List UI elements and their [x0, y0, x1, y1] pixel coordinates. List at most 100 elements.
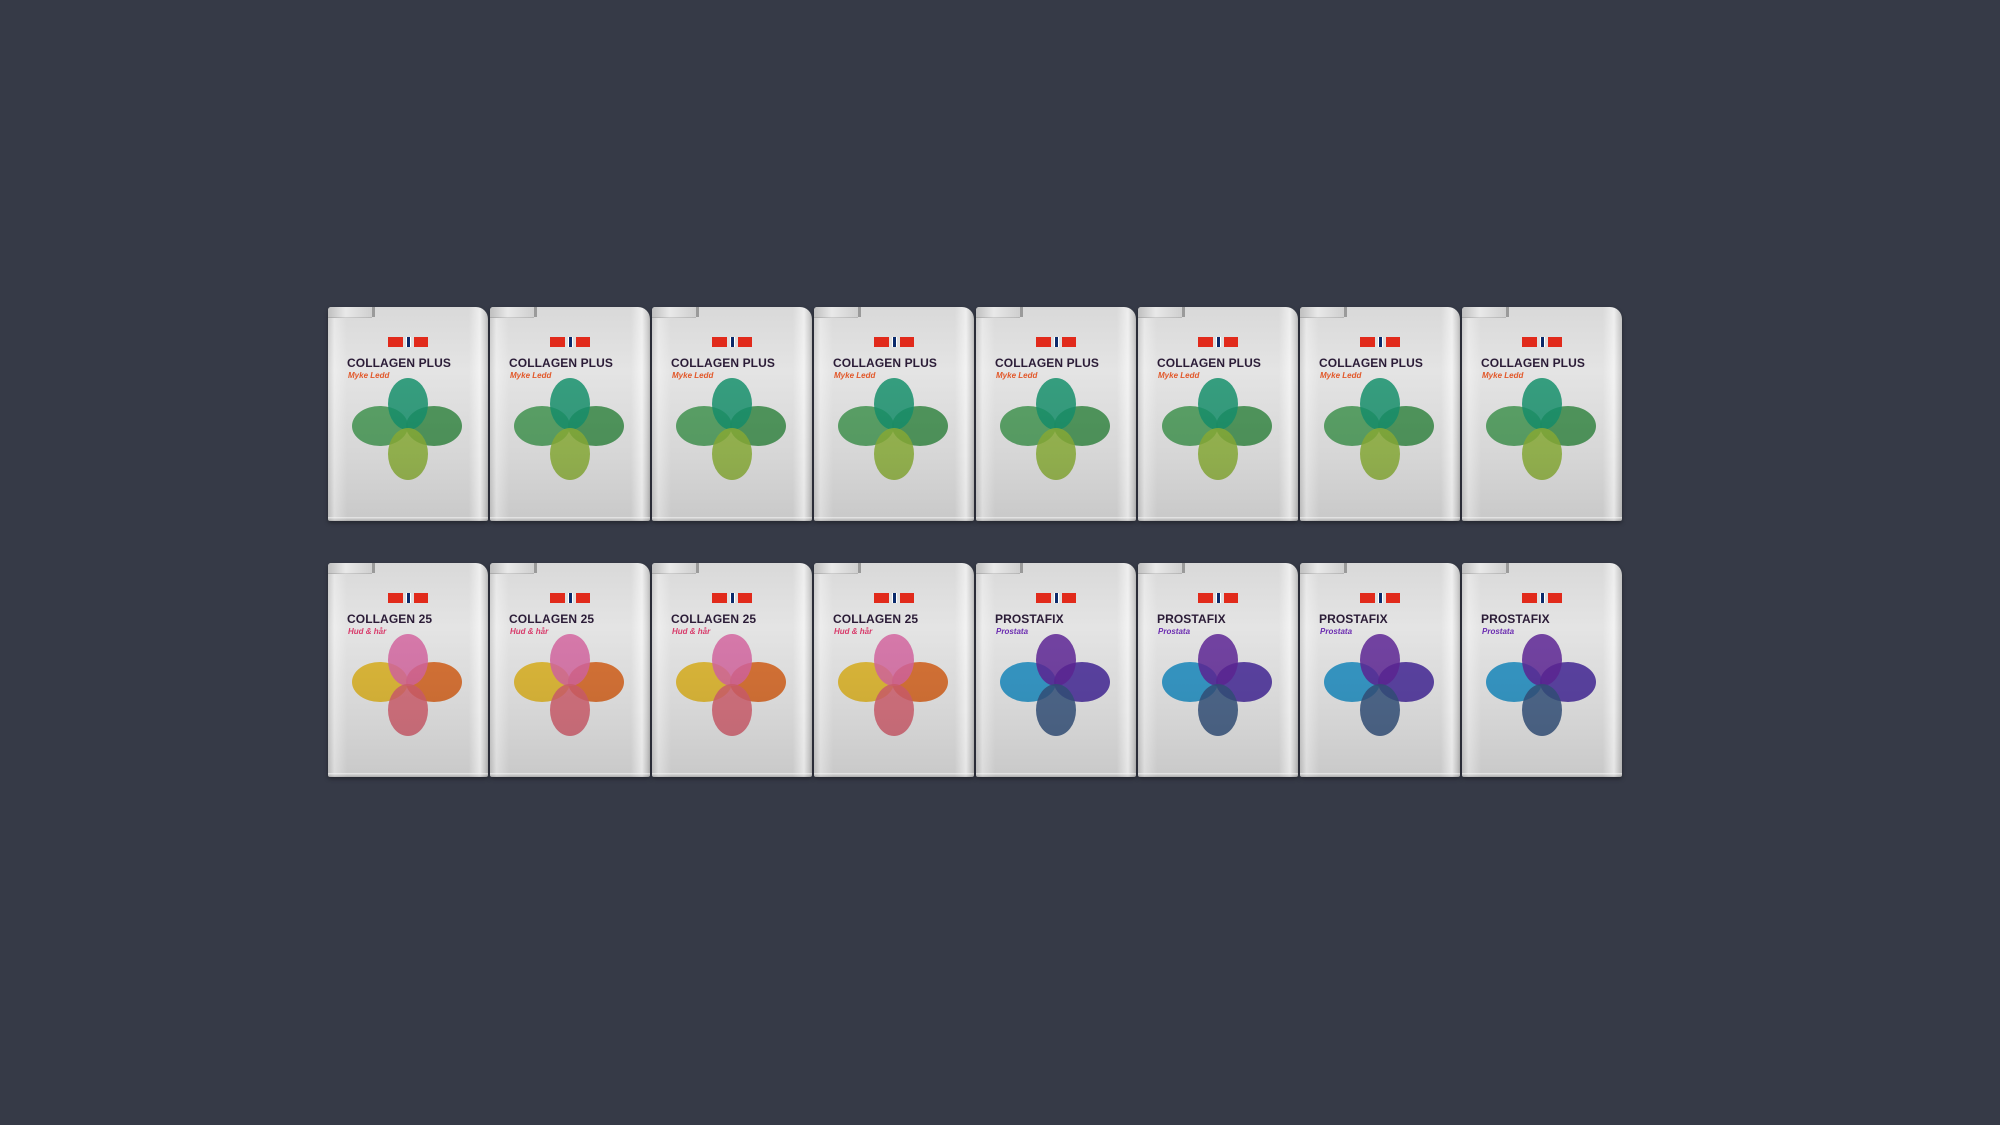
pack-fine-print	[1319, 498, 1441, 508]
norway-flag-icon	[1198, 337, 1238, 347]
pack-tear-tab	[976, 307, 1023, 318]
product-name: PROSTAFIX	[995, 612, 1064, 626]
clover-top-petal	[550, 634, 590, 686]
pack-fine-print	[509, 754, 631, 764]
clover-emblem-icon	[1162, 634, 1272, 736]
clover-bottom-petal	[550, 684, 590, 736]
clover-emblem-icon	[1486, 378, 1596, 480]
product-name: COLLAGEN PLUS	[995, 356, 1099, 370]
clover-bottom-petal	[712, 684, 752, 736]
norway-flag-icon	[1198, 593, 1238, 603]
clover-emblem-icon	[676, 378, 786, 480]
clover-top-petal	[1036, 634, 1076, 686]
shelf-row-top: COLLAGEN PLUS Myke Ledd COLLAGEN PLUS My…	[328, 307, 1628, 521]
product-pack: COLLAGEN PLUS Myke Ledd	[1300, 307, 1460, 521]
product-name: COLLAGEN 25	[509, 612, 595, 626]
pack-tear-tab	[1300, 563, 1347, 574]
product-name: PROSTAFIX	[1319, 612, 1388, 626]
product-name: COLLAGEN PLUS	[833, 356, 937, 370]
product-pack: COLLAGEN PLUS Myke Ledd	[652, 307, 812, 521]
product-name: COLLAGEN PLUS	[509, 356, 613, 370]
pack-fine-print	[833, 754, 955, 764]
product-name: COLLAGEN PLUS	[671, 356, 775, 370]
product-pack: COLLAGEN 25 Hud & hår	[490, 563, 650, 777]
product-pack: COLLAGEN PLUS Myke Ledd	[1138, 307, 1298, 521]
pack-fine-print	[833, 498, 955, 508]
pack-tear-tab	[1300, 307, 1347, 318]
clover-top-petal	[712, 378, 752, 430]
clover-bottom-petal	[874, 428, 914, 480]
clover-emblem-icon	[1324, 634, 1434, 736]
clover-emblem-icon	[1324, 378, 1434, 480]
clover-top-petal	[712, 634, 752, 686]
norway-flag-icon	[550, 337, 590, 347]
product-subtitle: Myke Ledd	[996, 371, 1038, 380]
clover-emblem-icon	[514, 634, 624, 736]
product-name: PROSTAFIX	[1481, 612, 1550, 626]
pack-tear-tab	[1138, 307, 1185, 318]
pack-fine-print	[347, 754, 469, 764]
product-subtitle: Myke Ledd	[348, 371, 390, 380]
product-subtitle: Prostata	[1320, 627, 1353, 636]
clover-top-petal	[1522, 378, 1562, 430]
clover-emblem-icon	[838, 634, 948, 736]
product-name: COLLAGEN 25	[671, 612, 757, 626]
pack-tear-tab	[490, 307, 537, 318]
product-subtitle: Hud & hår	[348, 627, 387, 636]
product-name: COLLAGEN PLUS	[1157, 356, 1261, 370]
product-name: COLLAGEN 25	[833, 612, 919, 626]
pack-fine-print	[995, 754, 1117, 764]
pack-tear-tab	[1462, 563, 1509, 574]
norway-flag-icon	[550, 593, 590, 603]
product-subtitle: Myke Ledd	[834, 371, 876, 380]
product-subtitle: Hud & hår	[834, 627, 873, 636]
product-subtitle: Myke Ledd	[510, 371, 552, 380]
product-pack: COLLAGEN PLUS Myke Ledd	[976, 307, 1136, 521]
clover-bottom-petal	[1036, 428, 1076, 480]
clover-bottom-petal	[1198, 428, 1238, 480]
product-subtitle: Myke Ledd	[1320, 371, 1362, 380]
clover-bottom-petal	[1522, 684, 1562, 736]
product-pack: COLLAGEN PLUS Myke Ledd	[814, 307, 974, 521]
product-subtitle: Hud & hår	[672, 627, 711, 636]
clover-emblem-icon	[1162, 378, 1272, 480]
clover-bottom-petal	[388, 684, 428, 736]
product-name: COLLAGEN PLUS	[347, 356, 451, 370]
product-subtitle: Myke Ledd	[1158, 371, 1200, 380]
clover-emblem-icon	[1486, 634, 1596, 736]
norway-flag-icon	[1522, 593, 1562, 603]
pack-fine-print	[995, 498, 1117, 508]
clover-bottom-petal	[388, 428, 428, 480]
pack-fine-print	[1319, 754, 1441, 764]
product-name: COLLAGEN PLUS	[1481, 356, 1585, 370]
norway-flag-icon	[1036, 593, 1076, 603]
pack-tear-tab	[328, 307, 375, 318]
norway-flag-icon	[388, 337, 428, 347]
product-subtitle: Myke Ledd	[1482, 371, 1524, 380]
product-name: COLLAGEN PLUS	[1319, 356, 1423, 370]
pack-tear-tab	[814, 563, 861, 574]
clover-bottom-petal	[1360, 684, 1400, 736]
product-pack: PROSTAFIX Prostata	[1300, 563, 1460, 777]
clover-top-petal	[388, 634, 428, 686]
pack-tear-tab	[814, 307, 861, 318]
pack-fine-print	[671, 498, 793, 508]
clover-emblem-icon	[352, 378, 462, 480]
clover-top-petal	[1198, 378, 1238, 430]
clover-top-petal	[1198, 634, 1238, 686]
product-name: COLLAGEN 25	[347, 612, 433, 626]
product-subtitle: Prostata	[1158, 627, 1191, 636]
clover-emblem-icon	[838, 378, 948, 480]
norway-flag-icon	[388, 593, 428, 603]
product-subtitle: Myke Ledd	[672, 371, 714, 380]
pack-fine-print	[1481, 498, 1603, 508]
pack-tear-tab	[1138, 563, 1185, 574]
clover-bottom-petal	[1198, 684, 1238, 736]
clover-emblem-icon	[514, 378, 624, 480]
product-pack: PROSTAFIX Prostata	[1138, 563, 1298, 777]
norway-flag-icon	[1522, 337, 1562, 347]
clover-bottom-petal	[550, 428, 590, 480]
clover-bottom-petal	[1360, 428, 1400, 480]
clover-top-petal	[1360, 378, 1400, 430]
